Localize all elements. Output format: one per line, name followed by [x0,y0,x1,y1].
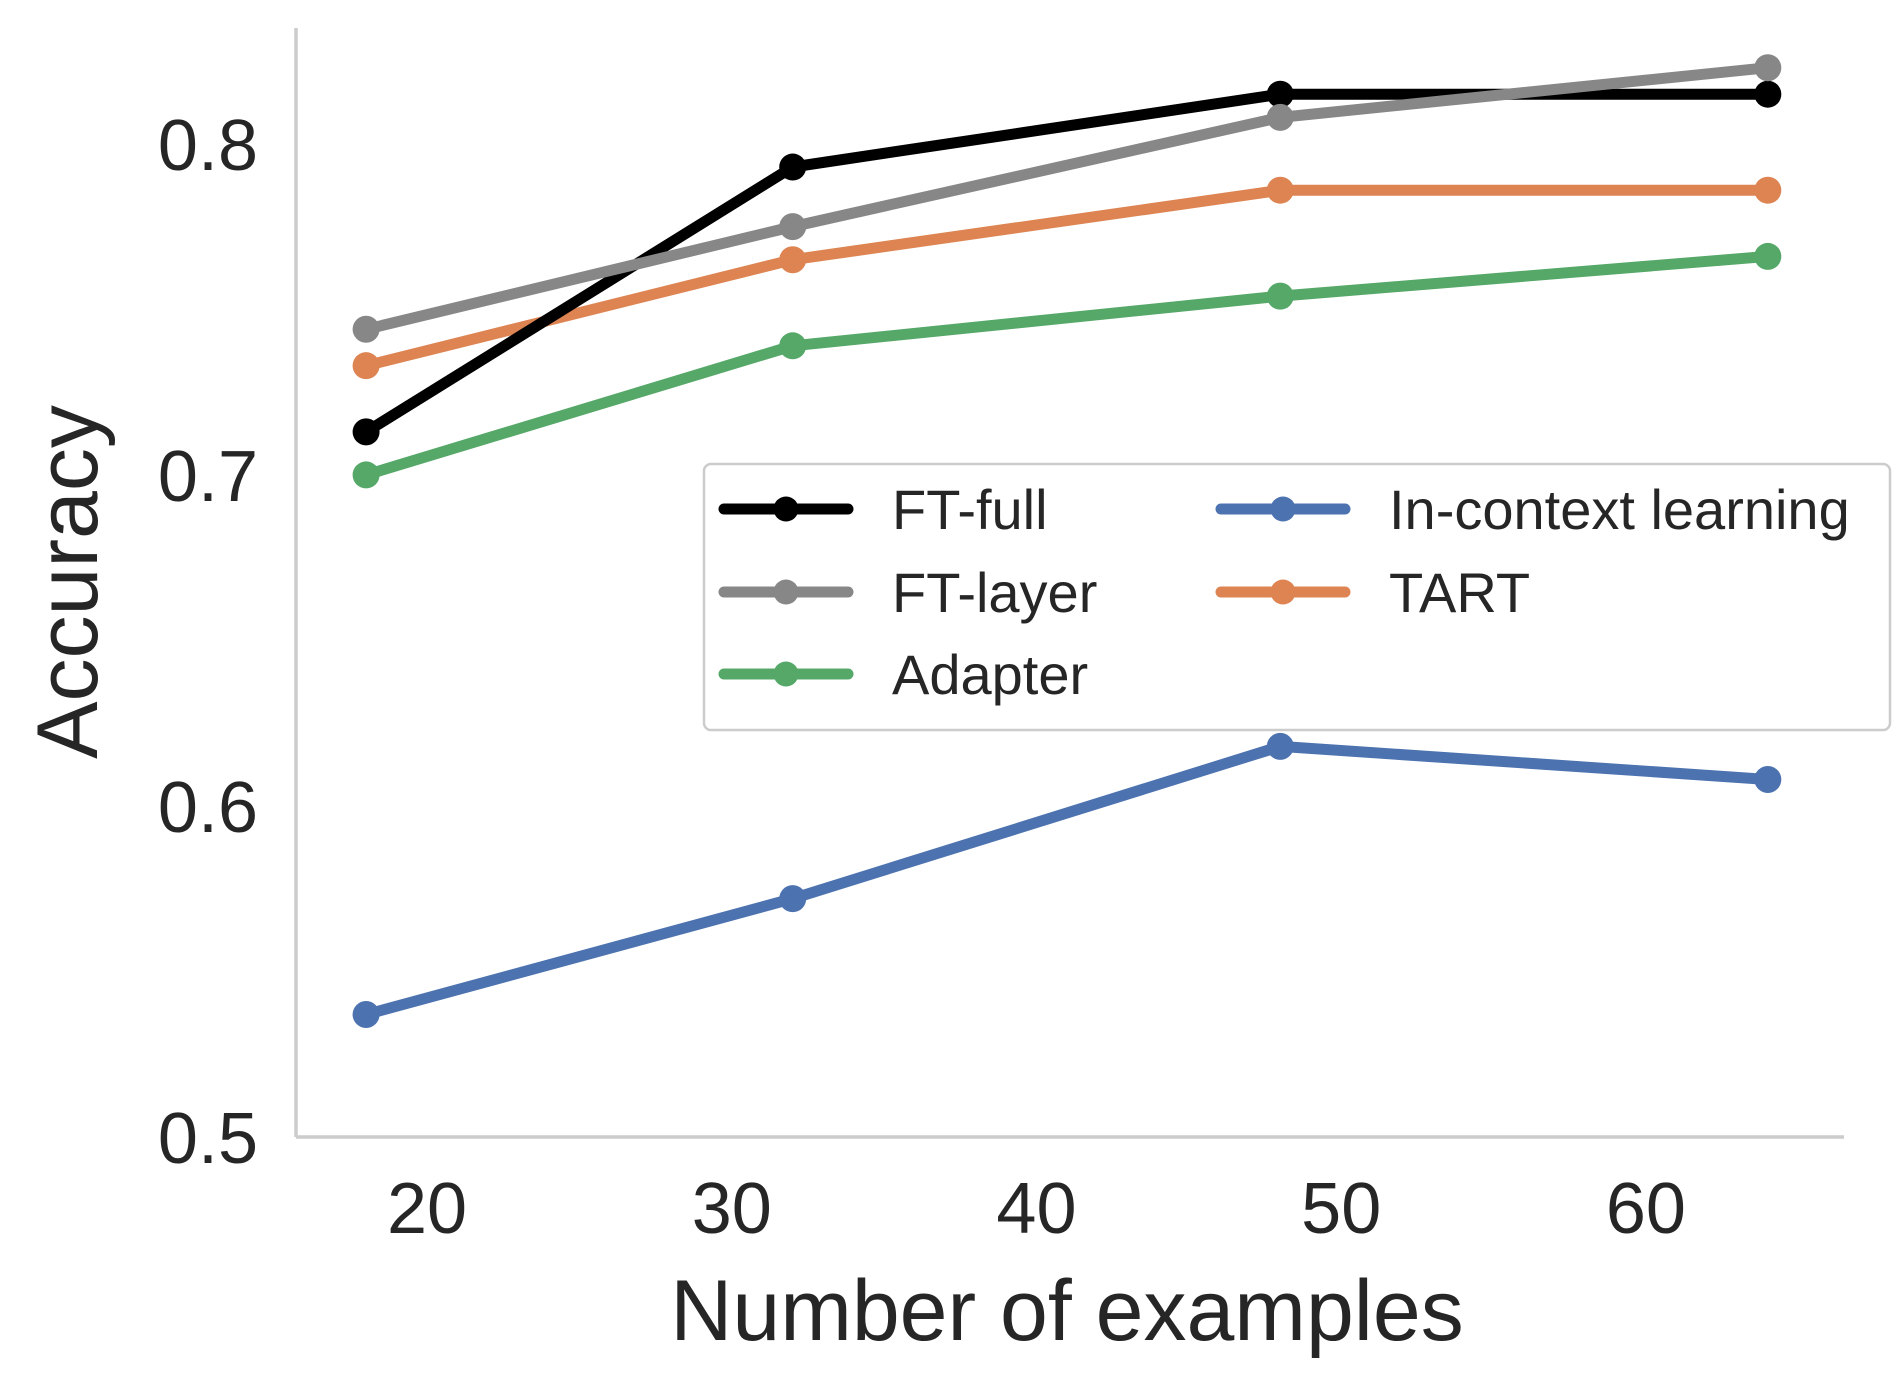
data-point-adapter [352,461,380,489]
data-point-ft-full [1754,80,1782,108]
x-tick-label: 40 [996,1169,1076,1249]
series-line-ft-layer [360,62,1774,335]
data-point-in-context-learning [352,1001,380,1029]
legend-item-in-context-learning: In-context learning [1215,478,1850,541]
data-point-adapter [1754,242,1782,270]
data-point-in-context-learning [779,885,807,913]
series-adapter [352,242,1782,489]
y-tick-label: 0.6 [158,768,258,848]
y-tick-label: 0.8 [158,106,258,186]
series-tart [352,176,1782,380]
legend-item-ft-layer: FT-layer [718,561,1097,624]
legend-swatch-marker [1270,579,1296,605]
series-line-ft-full [360,88,1774,438]
series-in-context-learning [352,732,1782,1029]
data-point-tart [352,352,380,380]
legend-item-adapter: Adapter [718,643,1088,706]
series-line-adapter [360,250,1774,481]
legend-label: FT-full [892,478,1048,541]
series-line-in-context-learning [360,740,1774,1020]
y-tick-label: 0.5 [158,1099,258,1179]
axes [294,28,1844,1139]
x-tick-label: 60 [1606,1169,1686,1249]
legend-label: Adapter [892,643,1088,706]
data-point-tart [1266,176,1294,204]
legend: FT-full FT-layer Adapter In-context learnin… [702,462,1892,732]
legend-item-ft-full: FT-full [718,478,1048,541]
data-point-tart [779,246,807,274]
legend-swatch-marker [773,661,799,687]
data-point-adapter [779,332,807,360]
data-point-ft-layer [779,213,807,241]
y-tick-label: 0.7 [158,437,258,517]
data-point-tart [1754,176,1782,204]
data-point-ft-layer [352,315,380,343]
data-point-ft-full [352,418,380,446]
legend-swatch-marker [773,579,799,605]
legend-swatch-marker [773,496,799,522]
y-axis-title: Accuracy [20,405,116,759]
data-point-adapter [1266,282,1294,310]
series-line-tart [360,184,1774,372]
series-ft-full [352,80,1782,446]
data-point-in-context-learning [1266,732,1294,760]
data-point-ft-layer [1754,54,1782,82]
x-tick-label: 30 [692,1169,772,1249]
y-tick-labels: 0.5 0.6 0.7 0.8 [158,106,258,1179]
legend-label: FT-layer [892,561,1097,624]
x-tick-label: 50 [1301,1169,1381,1249]
x-axis-title: Number of examples [670,1263,1463,1359]
legend-label: TART [1389,561,1530,624]
legend-item-tart: TART [1215,561,1530,624]
x-tick-label: 20 [387,1169,467,1249]
x-tick-labels: 20 30 40 50 60 [387,1169,1686,1249]
series-layer [352,54,1782,1029]
data-point-ft-full [779,153,807,181]
legend-label: In-context learning [1389,478,1850,541]
data-point-in-context-learning [1754,765,1782,793]
data-point-ft-layer [1266,103,1294,131]
data-point-ft-full [1266,80,1294,108]
legend-swatch-marker [1270,496,1296,522]
series-ft-layer [352,54,1782,343]
